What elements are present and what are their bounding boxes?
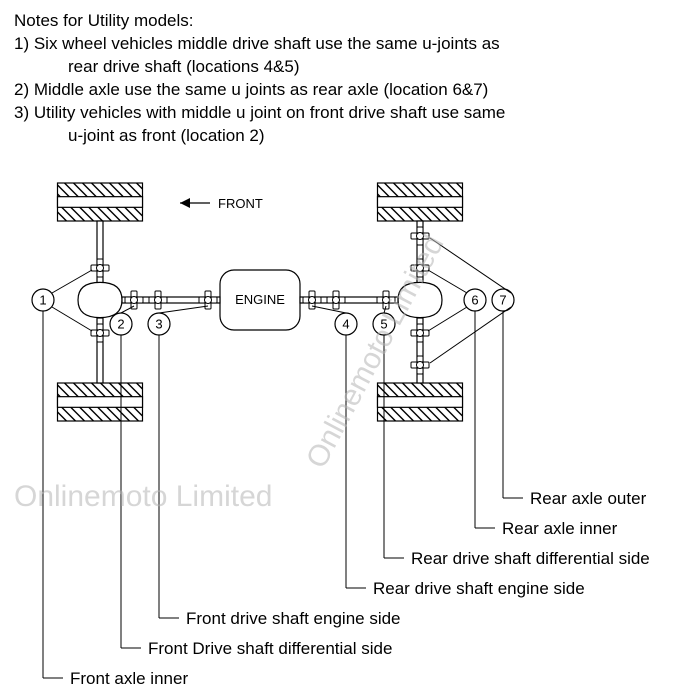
svg-text:4: 4 — [342, 316, 349, 331]
svg-text:ENGINE: ENGINE — [235, 292, 285, 307]
notes-line3b: u-joint as front (location 2) — [14, 125, 686, 148]
svg-text:Rear axle outer: Rear axle outer — [530, 489, 647, 508]
svg-text:Rear drive shaft differential: Rear drive shaft differential side — [411, 549, 650, 568]
svg-text:Front drive shaft engine side: Front drive shaft engine side — [186, 609, 401, 628]
svg-text:Rear axle inner: Rear axle inner — [502, 519, 618, 538]
svg-text:6: 6 — [471, 292, 478, 307]
svg-text:1: 1 — [39, 292, 46, 307]
notes-block: Notes for Utility models: 1) Six wheel v… — [0, 0, 700, 148]
svg-text:FRONT: FRONT — [218, 196, 263, 211]
svg-text:2: 2 — [117, 316, 124, 331]
svg-text:Front Drive shaft differential: Front Drive shaft differential side — [148, 639, 392, 658]
diagram-svg: ENGINE FRONT 1 2 3 4 5 6 7 Rear axle outer Rear ax… — [0, 148, 700, 688]
svg-text:Front axle inner: Front axle inner — [70, 669, 188, 688]
notes-line2: 2) Middle axle use the same u joints as … — [14, 79, 686, 102]
notes-line1a: 1) Six wheel vehicles middle drive shaft… — [14, 33, 686, 56]
svg-text:Rear drive shaft engine side: Rear drive shaft engine side — [373, 579, 585, 598]
svg-text:3: 3 — [155, 316, 162, 331]
diagram: ENGINE FRONT 1 2 3 4 5 6 7 Rear axle outer Rear ax… — [0, 148, 700, 668]
notes-line1b: rear drive shaft (locations 4&5) — [14, 56, 686, 79]
svg-text:5: 5 — [380, 316, 387, 331]
svg-text:7: 7 — [499, 292, 506, 307]
notes-line3a: 3) Utility vehicles with middle u joint … — [14, 102, 686, 125]
notes-heading: Notes for Utility models: — [14, 10, 686, 33]
